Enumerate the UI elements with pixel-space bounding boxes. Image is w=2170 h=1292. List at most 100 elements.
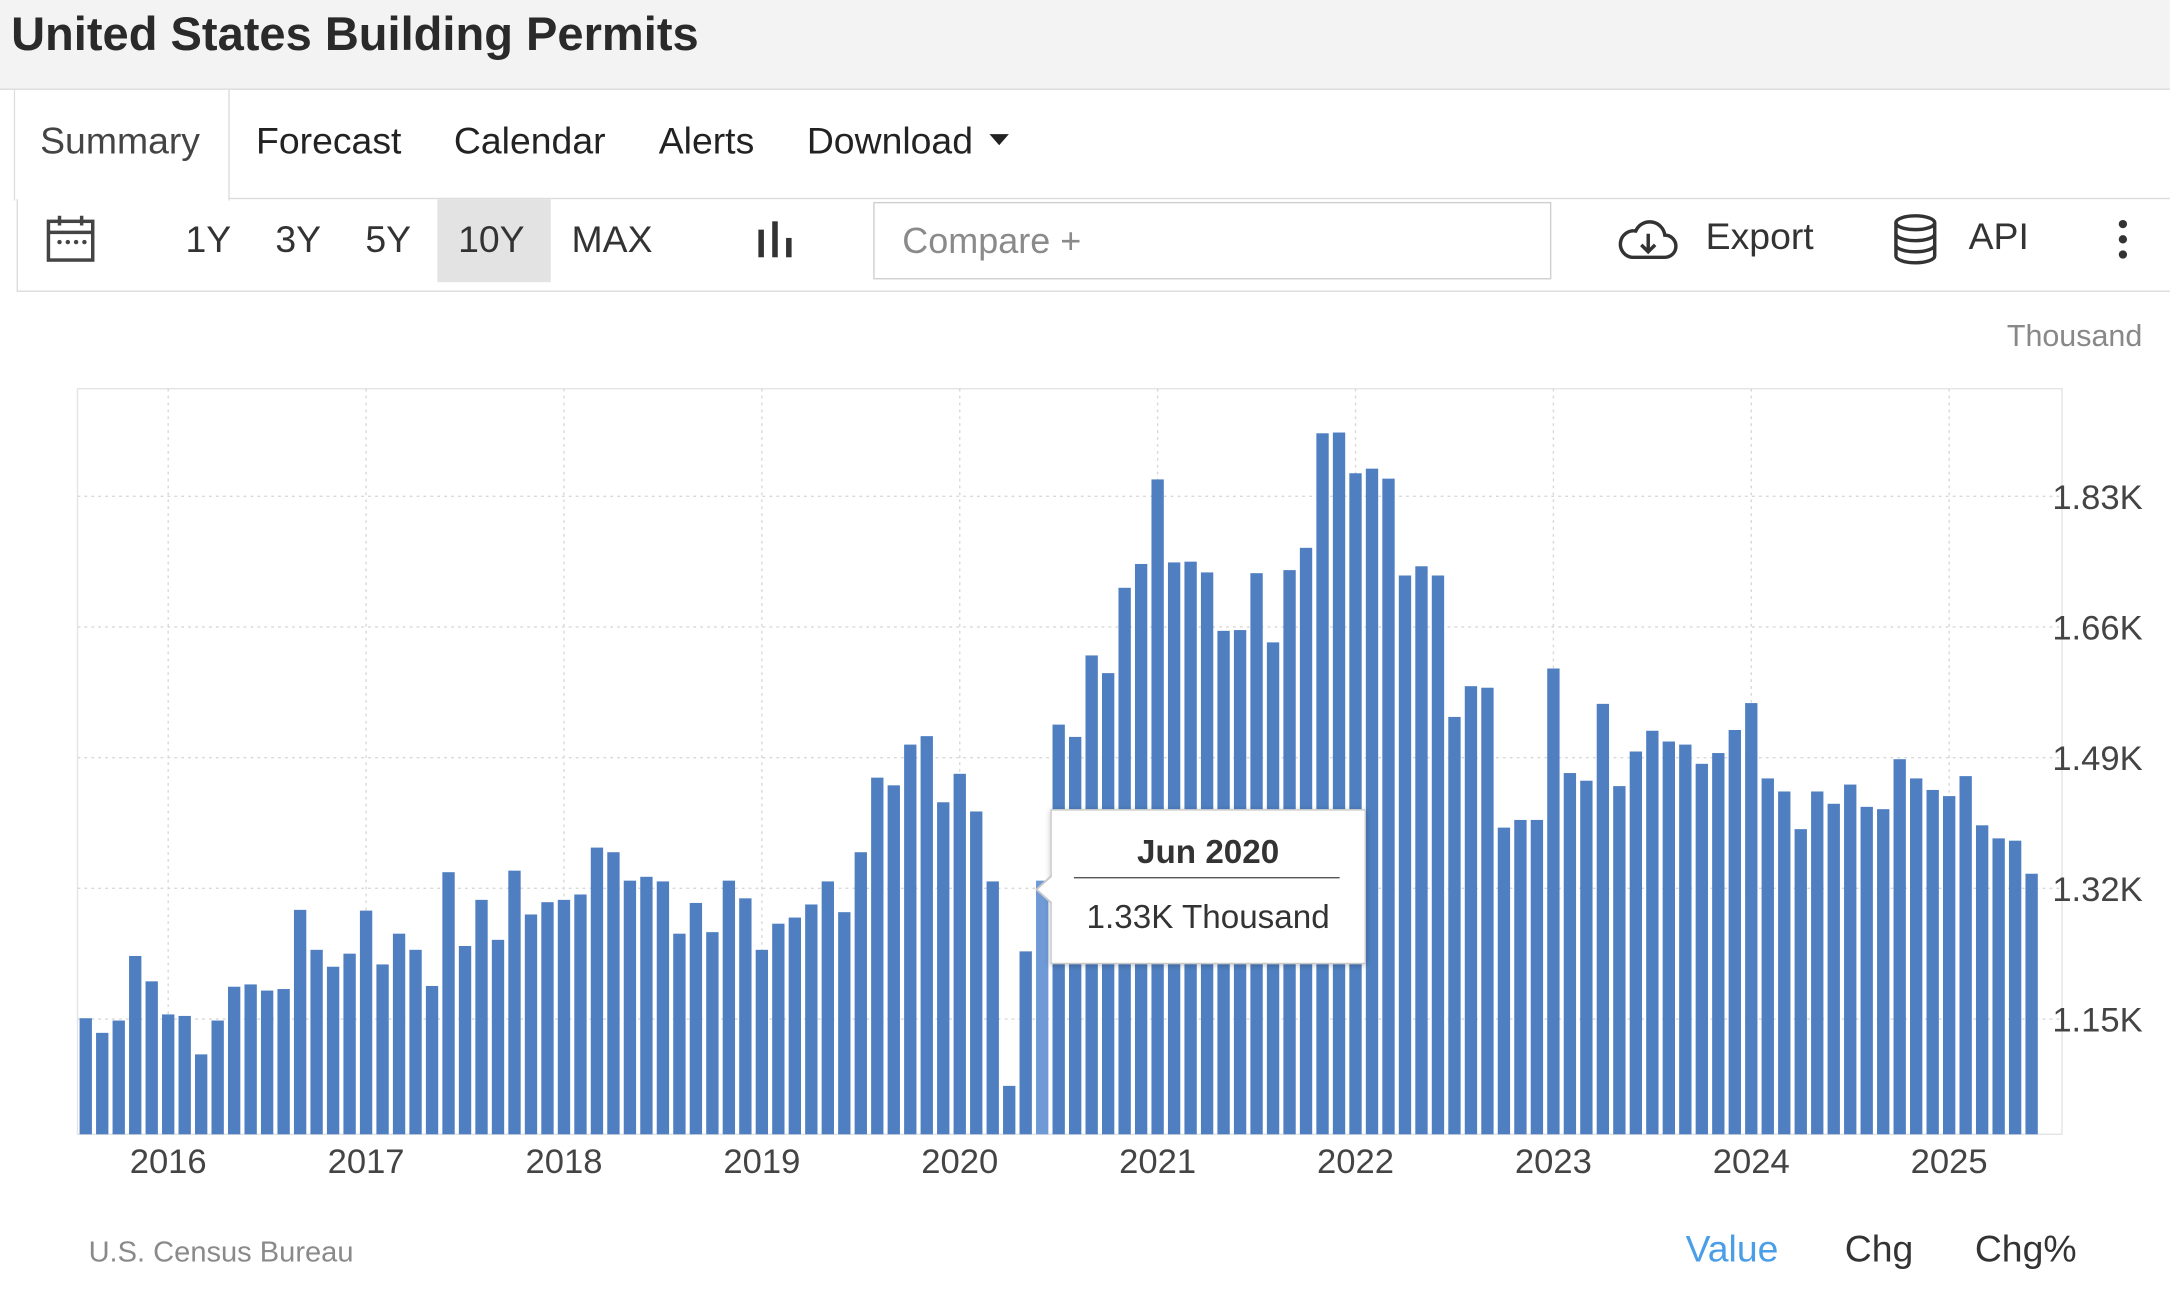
bar [1877, 809, 1890, 1135]
bar [524, 914, 538, 1135]
bar [1745, 703, 1758, 1135]
bar [1761, 778, 1774, 1135]
x-tick-label: 2017 [328, 1143, 405, 1181]
bar [211, 1020, 224, 1135]
bar [541, 902, 554, 1135]
bar [1036, 880, 1049, 1135]
y-tick-label: 1.49K [2052, 740, 2142, 778]
chart-type-icon[interactable] [756, 219, 798, 270]
bar [623, 880, 637, 1135]
bar [607, 852, 620, 1135]
bar [1580, 780, 1593, 1135]
bar [937, 802, 950, 1135]
tab-bar: Summary Forecast Calendar Alerts Downloa… [13, 89, 2170, 201]
bar [1464, 686, 1478, 1135]
bar [673, 933, 686, 1135]
bar [79, 1018, 92, 1135]
bar [887, 785, 900, 1135]
bar [656, 881, 670, 1135]
bar [1943, 796, 1956, 1135]
bar [1712, 753, 1725, 1135]
bar [425, 985, 439, 1135]
bar [986, 881, 999, 1135]
bar [112, 1020, 125, 1135]
range-3y-button[interactable]: 3Y [275, 218, 322, 261]
bar [871, 777, 884, 1135]
bar [970, 811, 983, 1135]
bar [1563, 773, 1577, 1135]
bar [1596, 703, 1610, 1135]
more-options-icon[interactable] [2115, 219, 2132, 270]
value-tab[interactable]: Value [1685, 1228, 1779, 1270]
x-tick-label: 2019 [723, 1143, 800, 1181]
bar [96, 1032, 109, 1135]
range-5y-button[interactable]: 5Y [365, 218, 412, 261]
bar [904, 744, 917, 1135]
bar [1514, 819, 1527, 1135]
bar [788, 917, 802, 1135]
tab-download[interactable]: Download [807, 120, 1009, 163]
chart-tooltip: Jun 2020 1.33K Thousand [1035, 809, 1366, 965]
calendar-icon[interactable] [46, 213, 96, 272]
range-1y-button[interactable]: 1Y [185, 218, 232, 261]
caret-down-icon [989, 134, 1009, 146]
tab-alerts[interactable]: Alerts [658, 120, 755, 162]
x-tick-label: 2018 [525, 1143, 602, 1181]
tab-divider [228, 197, 2170, 200]
bar [1827, 803, 1840, 1135]
tooltip-value: 1.33K Thousand [1086, 899, 1330, 937]
bar [557, 899, 571, 1135]
chg-tab[interactable]: Chg [1844, 1228, 1914, 1270]
bar [590, 847, 604, 1135]
bar [1448, 716, 1461, 1135]
bar [722, 880, 736, 1135]
bar [640, 876, 653, 1135]
bar [1844, 784, 1857, 1135]
bar [178, 1015, 191, 1135]
bar [1382, 478, 1395, 1135]
export-button[interactable]: Export [1615, 216, 1814, 263]
bar [359, 910, 373, 1135]
bar [1778, 791, 1791, 1135]
bar [706, 932, 719, 1135]
tab-calendar[interactable]: Calendar [453, 120, 606, 162]
tab-download-label: Download [806, 120, 973, 162]
x-tick-label: 2016 [130, 1143, 207, 1181]
chg-percent-tab[interactable]: Chg% [1974, 1228, 2077, 1270]
x-tick-label: 2021 [1119, 1143, 1196, 1181]
bar [1415, 566, 1428, 1135]
x-tick-label: 2022 [1317, 1143, 1394, 1181]
bar [1860, 806, 1873, 1135]
bar [689, 902, 703, 1135]
bar [1926, 789, 1939, 1135]
bar [1629, 751, 1643, 1135]
bar [1975, 825, 1989, 1135]
api-button[interactable]: API [1892, 213, 2029, 266]
bar [920, 736, 933, 1135]
bar [1992, 838, 2005, 1135]
range-10y-button[interactable]: 10Y [437, 199, 551, 283]
bar [195, 1054, 208, 1135]
bar [755, 949, 769, 1135]
bar [1695, 763, 1708, 1135]
bar [1893, 759, 1906, 1135]
compare-input[interactable] [873, 201, 1552, 280]
bar [508, 870, 521, 1135]
tab-summary[interactable]: Summary [15, 89, 230, 201]
title-bar: United States Building Permits [0, 0, 2170, 90]
y-tick-label: 1.83K [2052, 479, 2142, 517]
range-max-button[interactable]: MAX [571, 218, 653, 261]
bar [1316, 433, 1329, 1135]
bar [458, 945, 472, 1135]
bar [953, 773, 966, 1135]
bar [392, 933, 406, 1135]
bar [1728, 729, 1741, 1135]
bar [442, 872, 455, 1135]
bar [326, 966, 340, 1135]
bar [244, 984, 257, 1135]
bar [805, 904, 818, 1135]
tab-forecast[interactable]: Forecast [256, 120, 402, 162]
tooltip-divider [1073, 877, 1340, 879]
bar [376, 964, 389, 1135]
bar [2008, 840, 2022, 1135]
